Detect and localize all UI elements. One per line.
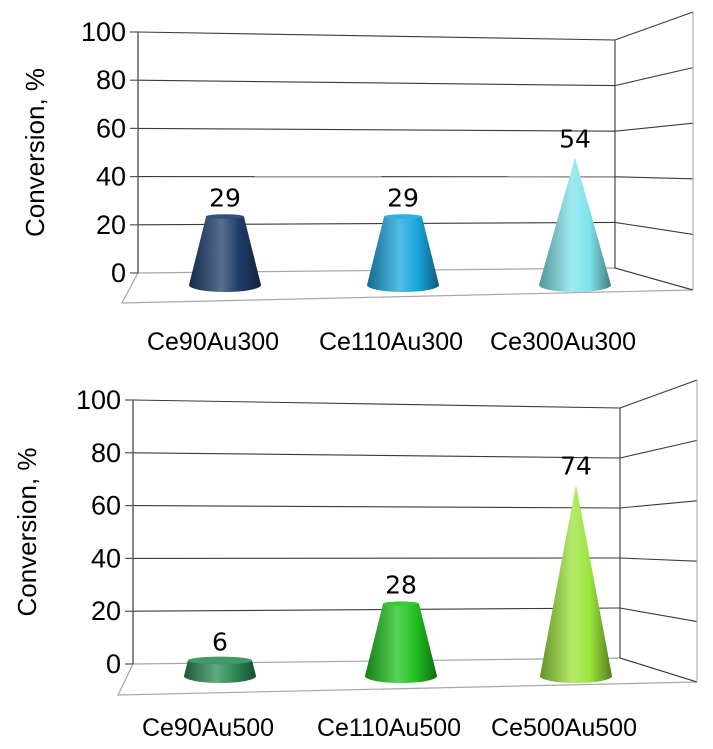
y-tick-label: 40	[91, 543, 121, 573]
data-label: 6	[212, 627, 228, 656]
y-tick-label: 100	[76, 385, 121, 415]
gridline	[138, 128, 615, 131]
y-tick-label: 60	[91, 491, 121, 521]
bar-Ce300Au300	[539, 157, 611, 292]
bar-Ce110Au300	[367, 217, 439, 292]
chart-bottom: 0 20 40 60 80 100 Conversion, % 6 Ce90Au500 28 Ce1…	[12, 380, 697, 742]
bar-Ce500Au500	[540, 485, 612, 683]
side-gridline	[620, 440, 697, 458]
data-label: 74	[560, 452, 592, 481]
data-label: 29	[209, 184, 241, 213]
x-category-label: Ce110Au500	[317, 714, 461, 742]
gridline	[133, 453, 620, 458]
gridline	[138, 32, 615, 40]
y-tick-label: 0	[111, 258, 126, 288]
x-category-label: Ce90Au500	[142, 714, 274, 742]
y-tick-label: 20	[96, 210, 126, 240]
gridline	[138, 80, 615, 85]
data-label: 29	[387, 184, 419, 213]
bar-top-Ce90Au500	[188, 657, 252, 665]
y-axis-label: Conversion, %	[20, 68, 50, 237]
side-gridline	[620, 558, 697, 561]
x-category-label: Ce110Au300	[319, 328, 463, 356]
gridline	[133, 506, 620, 508]
y-tick-label: 40	[96, 162, 126, 192]
gridline	[133, 608, 620, 611]
side-gridline	[615, 222, 693, 234]
y-tick-label: 80	[96, 65, 126, 95]
bar-top-Ce110Au500	[383, 601, 419, 605]
bar-top-Ce90Au300	[206, 214, 244, 219]
side-gridline	[615, 123, 693, 131]
data-label: 54	[559, 124, 591, 153]
y-tick-label: 0	[106, 649, 121, 679]
side-gridline	[615, 68, 693, 86]
y-tick-label: 80	[91, 438, 121, 468]
y-tick-label: 20	[91, 596, 121, 626]
side-gridline	[620, 380, 697, 408]
data-label: 28	[385, 571, 417, 600]
side-gridline	[615, 177, 693, 179]
side-gridline	[615, 12, 693, 40]
x-category-label: Ce90Au300	[147, 328, 279, 356]
bar-Ce110Au500	[365, 604, 437, 683]
bar-Ce90Au300	[189, 217, 261, 292]
chart-top: 0 20 40 60 80 100 Conversion, % 29 Ce90Au300 29 Ce…	[20, 12, 693, 356]
side-gridline	[620, 501, 697, 508]
y-axis-label: Conversion, %	[12, 447, 42, 616]
y-tick-label: 100	[81, 17, 126, 47]
bar-top-Ce110Au300	[384, 214, 422, 219]
y-tick-label: 60	[96, 113, 126, 143]
gridline	[133, 400, 620, 408]
x-category-label: Ce300Au300	[490, 328, 636, 356]
x-category-label: Ce500Au500	[491, 714, 637, 742]
side-gridline	[620, 608, 697, 622]
